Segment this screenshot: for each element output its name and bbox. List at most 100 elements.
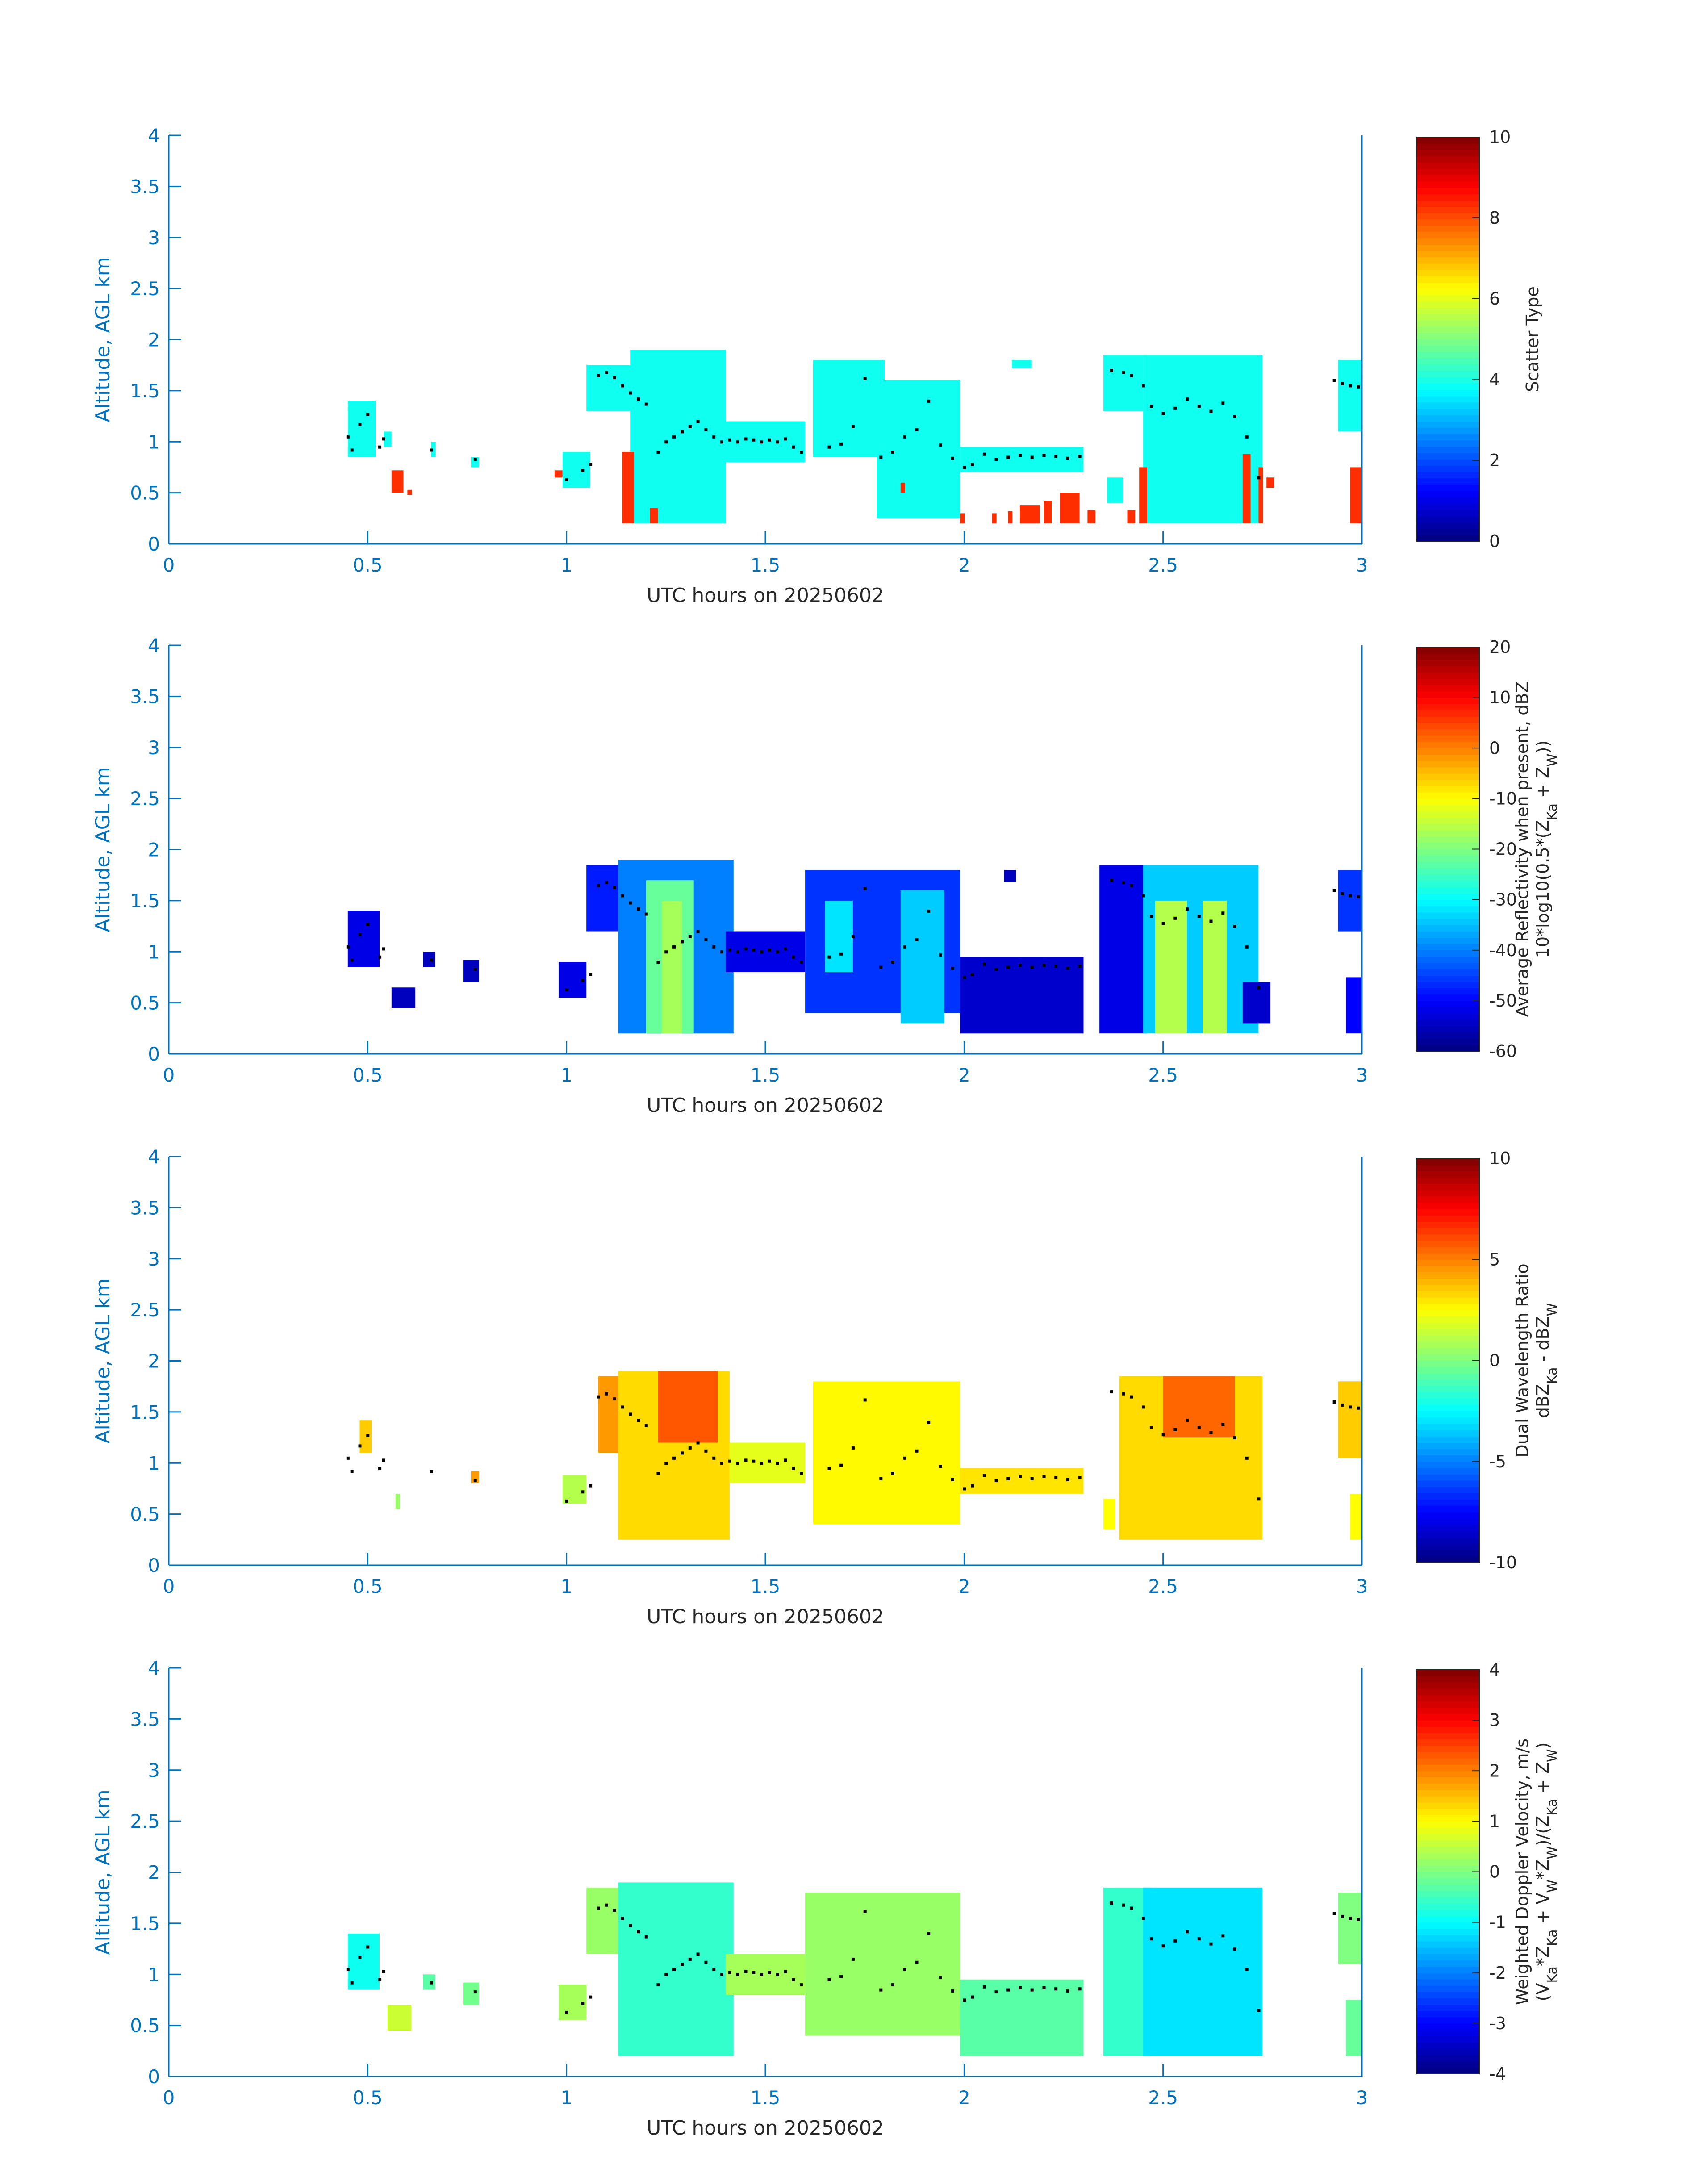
colorbar-segment: [1417, 1417, 1479, 1424]
colorbar-segment: [1417, 453, 1479, 460]
colorbar-segment: [1417, 1455, 1479, 1462]
data-region-12: [900, 890, 944, 1024]
colorbar-tick-label: -60: [1489, 1041, 1517, 1061]
colorbar-tick-label: 4: [1489, 370, 1500, 389]
heatmap-cells: [347, 1882, 1362, 2056]
colorbar-segment: [1417, 307, 1479, 314]
x-tick-label: 2.5: [1148, 554, 1178, 576]
colorbar-segment: [1417, 2048, 1479, 2056]
colorbar-segment: [1417, 276, 1479, 283]
colorbar-segment: [1417, 1272, 1479, 1279]
cloud-base-marker: [1233, 415, 1236, 418]
cloud-base-marker: [879, 1477, 883, 1480]
colorbar-segment: [1417, 472, 1479, 479]
cloud-base-marker: [728, 438, 731, 442]
cloud-base-marker: [1332, 889, 1336, 892]
data-region-9: [960, 1979, 1084, 2056]
colorbar-segment: [1417, 1499, 1479, 1506]
cloud-base-marker: [792, 1978, 795, 1981]
cloud-base-marker: [656, 451, 660, 454]
colorbar-segment: [1417, 1998, 1479, 2005]
cloud-base-marker: [621, 1405, 624, 1409]
y-tick-label: 0.5: [130, 992, 160, 1014]
colorbar-segment: [1417, 1543, 1479, 1550]
data-region-11: [1143, 1887, 1263, 2056]
y-tick-label: 2.5: [130, 278, 160, 300]
y-tick-label: 2: [148, 329, 160, 351]
x-tick-label: 2: [958, 2087, 970, 2109]
colorbar-segment: [1417, 200, 1479, 207]
cloud-base-marker: [863, 1910, 867, 1913]
colorbar-segment: [1417, 421, 1479, 428]
colorbar-segment: [1417, 691, 1479, 698]
colorbar-segment: [1417, 1670, 1479, 1676]
cloud-base-marker: [1233, 925, 1236, 928]
data-region-17: [1155, 900, 1187, 1034]
colorbar-segment: [1417, 647, 1479, 654]
y-tick-label: 4: [148, 125, 160, 146]
cloud-base-marker: [672, 1968, 676, 1971]
y-tick-label: 2.5: [130, 1810, 160, 1832]
cloud-base-marker: [752, 438, 756, 442]
cloud-base-marker: [1349, 894, 1352, 898]
cloud-base-marker: [982, 1474, 986, 1477]
cloud-base-marker: [696, 420, 700, 423]
cloud-base-marker: [994, 1479, 998, 1483]
cloud-base-marker: [672, 945, 676, 949]
data-region-29: [1087, 510, 1096, 524]
cloud-base-marker: [1122, 1392, 1125, 1396]
cloud-base-marker: [927, 909, 931, 913]
colorbar-segment: [1417, 1890, 1479, 1897]
colorbar-segment: [1417, 1461, 1479, 1468]
cloud-base-marker: [1110, 1390, 1113, 1394]
data-region-4: [562, 452, 591, 488]
x-tick-label: 1: [560, 1064, 572, 1086]
cloud-base-marker: [1030, 1477, 1034, 1480]
colorbar-segment: [1417, 446, 1479, 453]
cloud-base-marker: [688, 935, 692, 938]
cloud-base-marker: [581, 2002, 585, 2005]
data-region-8: [805, 1893, 960, 2036]
colorbar-segment: [1417, 698, 1479, 704]
colorbar-segment: [1417, 1859, 1479, 1866]
cloud-base-marker: [1257, 986, 1261, 990]
cloud-base-marker: [613, 376, 616, 380]
colorbar-segment: [1417, 1720, 1479, 1727]
data-region-18: [1203, 900, 1227, 1034]
cloud-base-marker: [696, 1952, 700, 1956]
colorbar-segment: [1417, 1531, 1479, 1538]
cloud-base-marker: [629, 901, 632, 905]
cloud-base-marker: [1122, 881, 1125, 884]
x-tick-label: 1: [560, 1575, 572, 1597]
cloud-base-marker: [1357, 1918, 1360, 1921]
colorbar-segment: [1417, 1196, 1479, 1203]
x-tick-label: 2: [958, 554, 970, 576]
cloud-base-marker: [736, 440, 739, 444]
colorbar-segment: [1417, 1392, 1479, 1399]
colorbar-segment: [1417, 754, 1479, 761]
data-region-0: [347, 401, 376, 457]
cloud-base-marker: [1209, 409, 1213, 413]
cloud-base-marker: [1149, 405, 1153, 408]
colorbar-label: (VKa*ZKa + VW*ZW)/(ZKa + ZW): [1533, 1742, 1560, 2002]
cloud-base-marker: [644, 912, 648, 916]
colorbar-segment: [1417, 1026, 1479, 1033]
cloud-base-marker: [776, 1462, 779, 1465]
cloud-base-marker: [1173, 1428, 1177, 1431]
cloud-base-marker: [664, 440, 668, 444]
cloud-base-marker: [827, 1978, 831, 1981]
cloud-base-markers: [346, 1390, 1360, 1503]
cloud-base-marker: [963, 1487, 966, 1491]
y-tick-label: 0.5: [130, 482, 160, 504]
data-region-11: [1012, 360, 1032, 368]
colorbar-tick-label: -10: [1489, 1553, 1517, 1572]
cloud-base-marker: [605, 1903, 608, 1907]
cloud-base-marker: [473, 1479, 477, 1483]
cloud-base-marker: [473, 1990, 477, 1994]
colorbar-segment: [1417, 792, 1479, 799]
cloud-base-marker: [382, 947, 385, 951]
cloud-base-marker: [1066, 1478, 1069, 1481]
cloud-base-marker: [1349, 1917, 1352, 1920]
colorbar-segment: [1417, 723, 1479, 730]
